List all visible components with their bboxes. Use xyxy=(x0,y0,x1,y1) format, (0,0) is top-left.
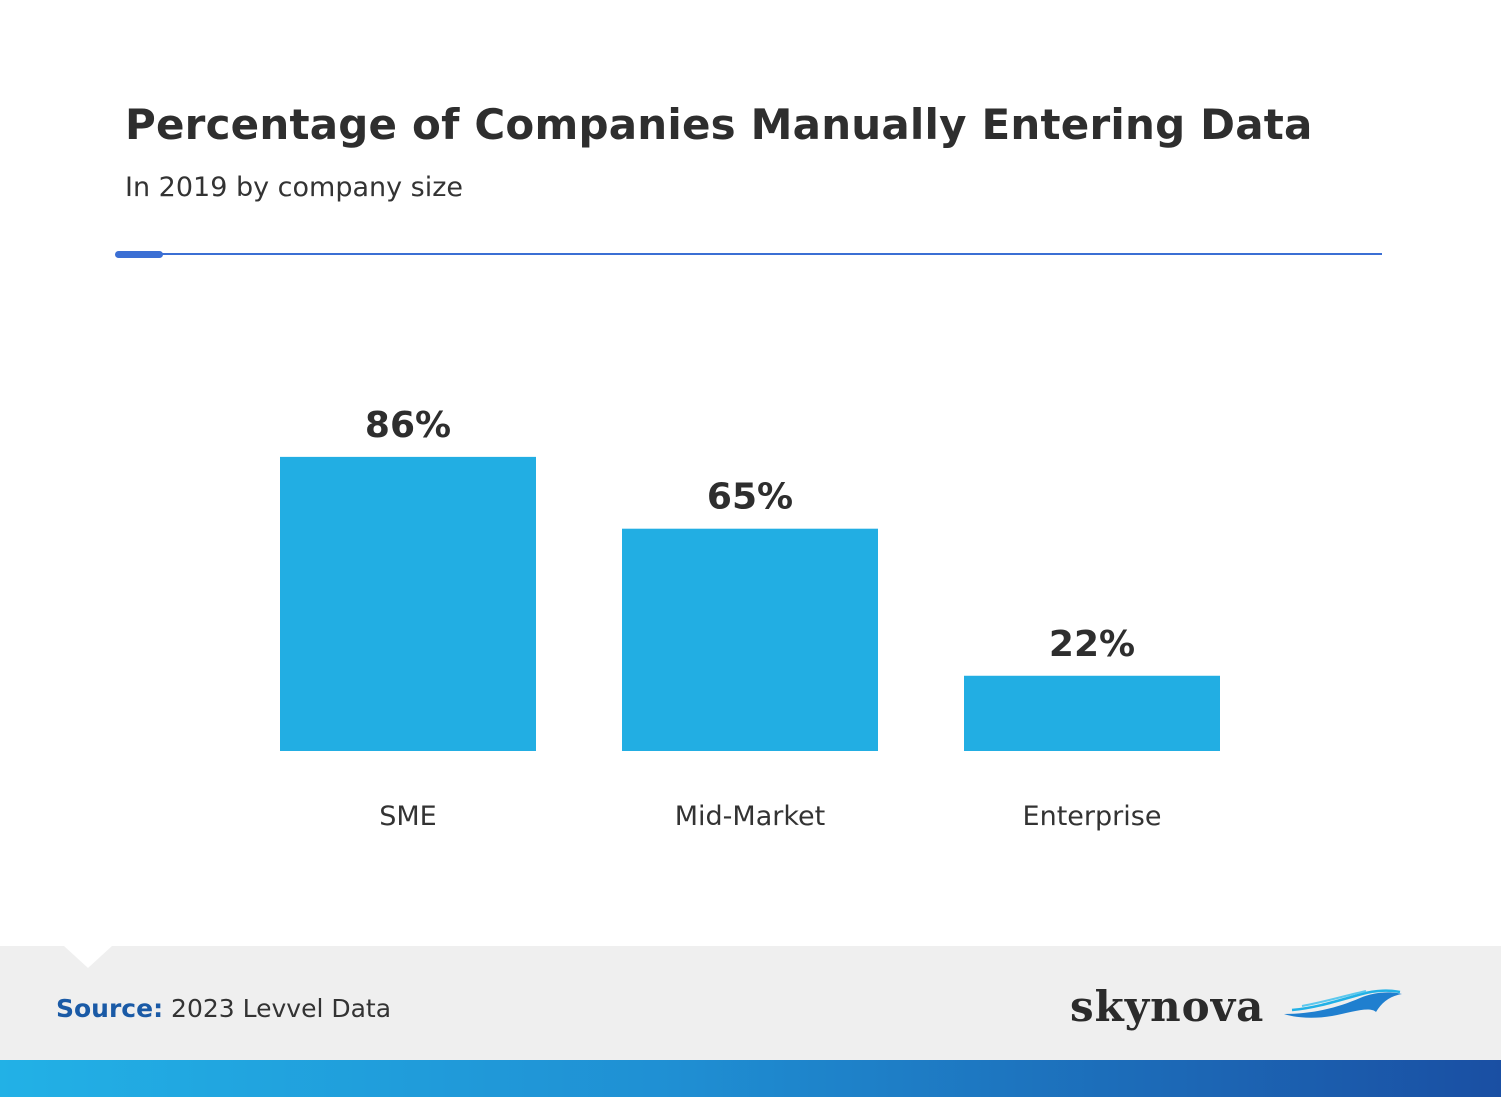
source-note: Source: 2023 Levvel Data xyxy=(56,994,391,1023)
title-divider-accent xyxy=(115,251,163,258)
chart-subtitle: In 2019 by company size xyxy=(125,172,464,203)
category-label: Mid-Market xyxy=(675,801,826,832)
category-label: Enterprise xyxy=(1023,801,1162,832)
source-text: 2023 Levvel Data xyxy=(171,994,392,1023)
value-label: 86% xyxy=(365,405,451,446)
bar-chart: 86% SME 65% Mid-Market 22% Enterprise xyxy=(280,405,1220,832)
title-divider xyxy=(116,253,1382,255)
brand-logo: skynova xyxy=(1070,978,1404,1034)
footer xyxy=(0,946,1501,1060)
bar-mid-market xyxy=(622,528,878,751)
source-label: Source: xyxy=(56,994,164,1023)
bottom-gradient-bar xyxy=(0,1060,1501,1097)
wave-logo-icon xyxy=(1284,989,1403,1018)
value-label: 22% xyxy=(1049,624,1135,665)
brand-name: skynova xyxy=(1070,981,1265,1031)
bar-enterprise xyxy=(964,675,1220,751)
footer-notch xyxy=(64,946,112,968)
chart-title: Percentage of Companies Manually Enterin… xyxy=(125,100,1313,149)
category-label: SME xyxy=(379,801,437,832)
bar-sme xyxy=(280,456,536,751)
value-label: 65% xyxy=(707,477,793,518)
